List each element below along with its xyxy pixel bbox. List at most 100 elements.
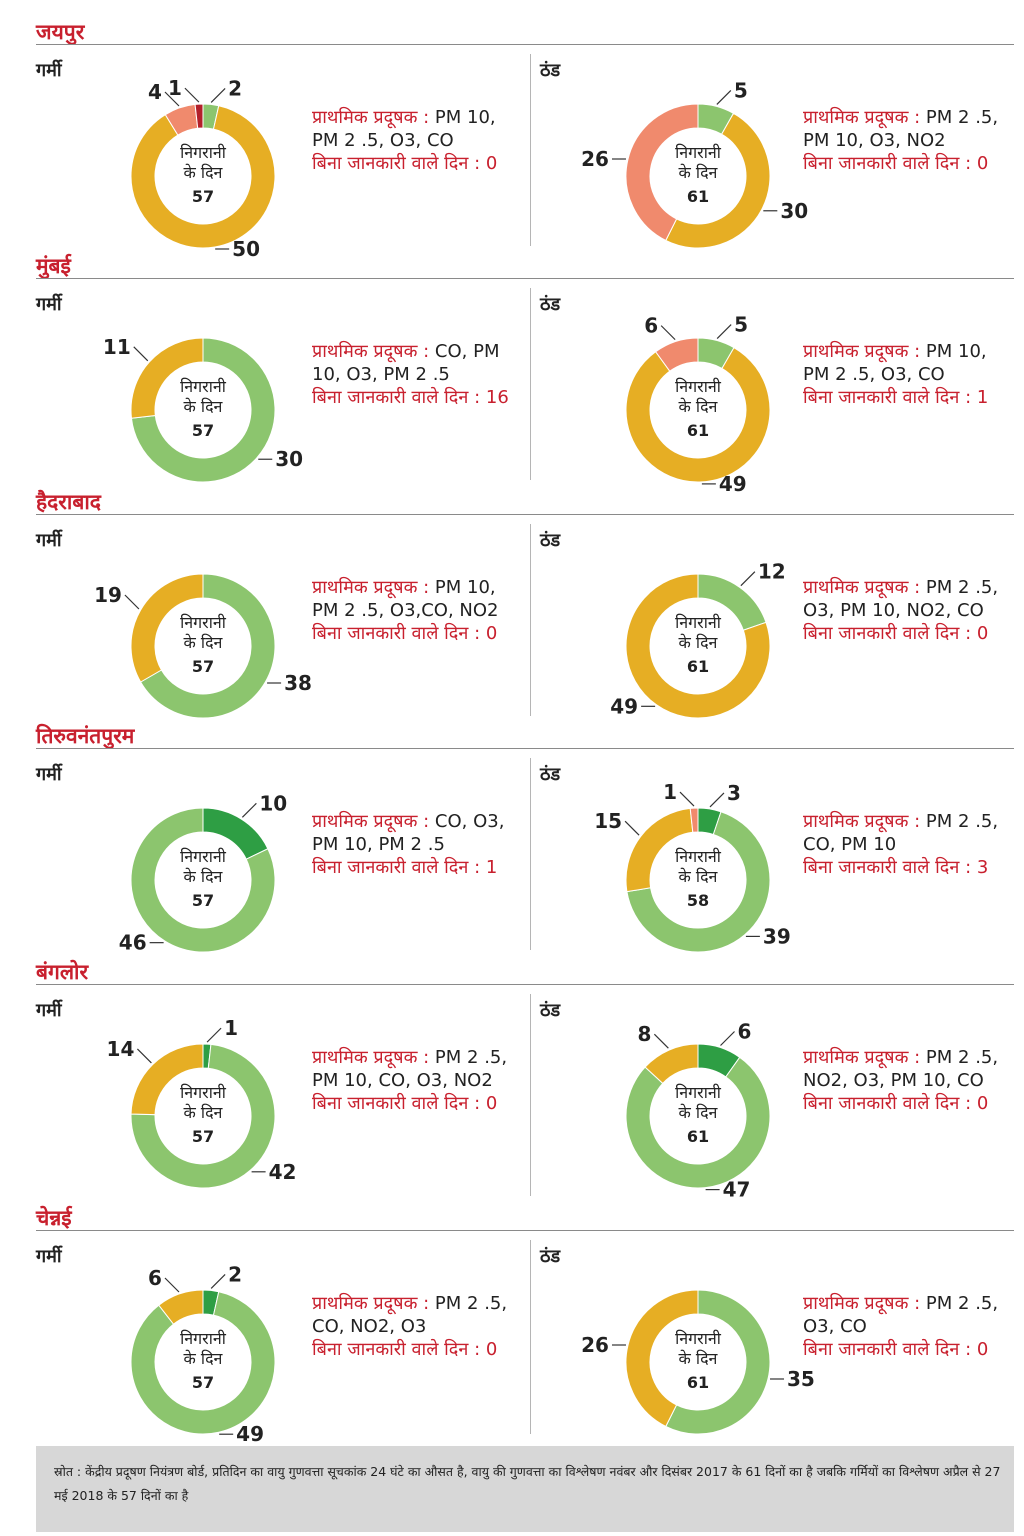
pollutant-label: प्राथमिक प्रदूषक : [312,107,435,128]
no-data-label: बिना जानकारी वाले दिन : [312,153,486,174]
leader-line [210,1274,226,1289]
section-divider [36,1230,1014,1231]
center-label-line1: निगरानी [675,1329,722,1348]
center-label-line2: के दिन [679,397,719,416]
slice-value-label: 11 [103,335,131,359]
donut-mumbai-summer: 30 11 निगरानीके दिन 57 [103,335,303,483]
leader-line [210,88,226,103]
monitoring-days-total: 57 [192,657,214,676]
slice-value-label: 47 [723,1178,751,1202]
winter-label: ठंड [540,1246,561,1267]
no-data-value: 0 [485,623,498,644]
slice-value-label: 5 [734,313,748,337]
summer-label: गर्मी [36,294,62,315]
pollutant-list: PM 10, PM 2 .5, O3, CO [312,107,496,151]
donut-hyderabad-winter: 12 49 निगरानीके दिन 61 [610,560,786,719]
donut-slice [130,337,204,419]
center-label-line2: के दिन [184,163,224,182]
donut-jaipur-summer: 2 50 4 1 निगरानीके दिन 57 [130,76,276,261]
winter-label: ठंड [540,60,561,81]
column-divider [530,1240,531,1434]
monitoring-days-total: 61 [687,421,709,440]
summer-label: गर्मी [36,530,62,551]
slice-value-label: 6 [644,314,658,338]
slice-value-label: 38 [284,671,312,695]
slice-value-label: 4 [148,80,162,104]
leader-line [740,571,756,587]
pollutant-info: प्राथमिक प्रदूषक : PM 2 .5, O3, CO बिना ज… [803,1292,1008,1361]
donut-bangalore-summer: 1 42 14 निगरानीके दिन 57 [107,1016,297,1189]
pollutant-info: प्राथमिक प्रदूषक : PM 2 .5, O3, PM 10, N… [803,576,1008,645]
slice-value-label: 15 [594,809,622,833]
center-label-line2: के दिन [184,1103,224,1122]
section-divider [36,984,1014,985]
leader-line [716,90,732,105]
pollutant-info: प्राथमिक प्रदूषक : PM 2 .5, NO2, O3, PM … [803,1046,1008,1115]
center-label-line1: निगरानी [180,847,227,866]
center-label-line1: निगरानी [180,613,227,632]
donut-slice [130,1291,276,1435]
city-heading-thiruvananthapuram: तिरुवनंतपुरम [36,724,135,748]
pollutant-info: प्राथमिक प्रदूषक : CO, PM 10, O3, PM 2 .… [312,340,517,409]
center-label-line1: निगरानी [675,613,722,632]
column-divider [530,524,531,716]
monitoring-days-total: 61 [687,187,709,206]
slice-value-label: 5 [734,78,748,102]
center-label-line1: निगरानी [675,847,722,866]
leader-line [184,87,200,103]
slice-value-label: 30 [780,199,808,223]
no-data-label: बिना जानकारी वाले दिन : [803,1093,977,1114]
slice-value-label: 26 [581,1333,609,1357]
pollutant-info: प्राथमिक प्रदूषक : PM 2 .5, CO, NO2, O3 ब… [312,1292,517,1361]
winter-label: ठंड [540,1000,561,1021]
center-label-line1: निगरानी [180,1329,227,1348]
city-heading-mumbai: मुंबई [36,254,71,278]
slice-value-label: 49 [719,472,747,496]
city-heading-chennai: चेन्नई [36,1206,72,1230]
leader-line [136,1048,152,1064]
leader-line [679,791,695,807]
leader-line [206,1027,222,1043]
center-label-line1: निगरानी [675,143,722,162]
pollutant-label: प्राथमिक प्रदूषक : [312,1047,435,1068]
city-heading-jaipur: जयपुर [36,20,85,44]
pollutant-list: PM 10, PM 2 .5, O3, CO [803,341,987,385]
slice-value-label: 14 [107,1037,135,1061]
slice-value-label: 2 [228,1262,242,1286]
slice-value-label: 1 [168,76,182,100]
leader-line [709,792,725,808]
pollutant-list: PM 2 .5, CO, NO2, O3 [312,1293,508,1337]
leader-line [660,325,676,341]
summer-label: गर्मी [36,1246,62,1267]
column-divider [530,54,531,246]
donut-slice [158,1289,204,1325]
no-data-label: बिना जानकारी वाले दिन : [312,1339,486,1360]
summer-label: गर्मी [36,1000,62,1021]
column-divider [530,994,531,1196]
donut-chennai-winter: 35 26 निगरानीके दिन 61 [581,1289,815,1435]
pollutant-label: प्राथमिक प्रदूषक : [803,341,926,362]
donut-slice [625,573,771,719]
column-divider [530,758,531,950]
donut-slice [130,105,276,249]
source-note: स्रोत : केंद्रीय प्रदूषण नियंत्रण बोर्ड,… [54,1464,1001,1503]
center-label-line1: निगरानी [180,377,227,396]
slice-value-label: 6 [738,1020,752,1044]
slice-value-label: 42 [269,1160,297,1184]
monitoring-days-total: 57 [192,1373,214,1392]
slice-value-label: 50 [232,237,260,261]
pollutant-list: CO, PM 10, O3, PM 2 .5 [312,341,500,385]
winter-label: ठंड [540,764,561,785]
donut-slice [626,811,771,953]
center-label-line2: के दिन [184,397,224,416]
pollutant-label: प्राथमिक प्रदूषक : [803,107,926,128]
no-data-label: बिना जानकारी वाले दिन : [803,1339,977,1360]
center-label-line1: निगरानी [180,143,227,162]
donut-hyderabad-summer: 38 19 निगरानीके दिन 57 [94,573,312,719]
no-data-value: 0 [485,153,498,174]
slice-value-label: 49 [236,1422,264,1446]
slice-value-label: 39 [763,924,791,948]
pollutant-label: प्राथमिक प्रदूषक : [312,341,435,362]
no-data-label: बिना जानकारी वाले दिन : [312,1093,486,1114]
pollutant-list: CO, O3, PM 10, PM 2 .5 [312,811,505,855]
